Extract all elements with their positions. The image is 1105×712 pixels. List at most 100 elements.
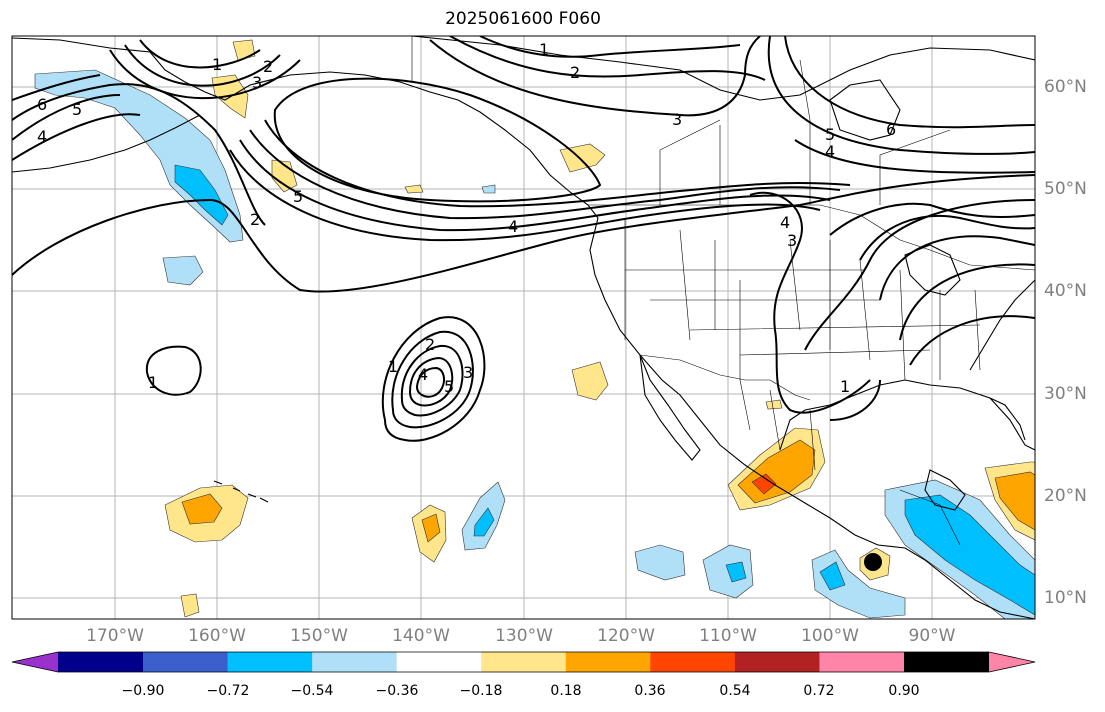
contour-canada-2 <box>449 36 766 81</box>
colorbar-cell <box>227 652 313 672</box>
colorbar-extend-low <box>12 652 58 672</box>
shade-positive-mexico-red <box>751 473 777 495</box>
longitude-label: 140°W <box>392 626 450 646</box>
shade-negative-epac-1 <box>634 544 686 581</box>
political-borders <box>411 36 1035 546</box>
hawaii <box>213 480 269 503</box>
colorbar-tick-label: 0.18 <box>550 683 582 699</box>
aleutians <box>12 114 201 173</box>
contour-north-pacific-loop-3 <box>239 139 831 232</box>
map-frame <box>11 35 1036 620</box>
shade-positive-small <box>180 593 200 618</box>
latitude-label: 50°N <box>1044 179 1087 199</box>
latitude-label: 30°N <box>1044 384 1087 404</box>
colorbar-tick-label: −0.36 <box>375 683 419 699</box>
contour-west-4 <box>12 113 141 161</box>
hudson-bay <box>829 79 901 141</box>
colorbar-cell <box>481 652 567 672</box>
contour-west-1 <box>12 83 266 226</box>
shade-negative-mid-pacific-core <box>473 507 495 537</box>
shade-negative-aleutian <box>34 69 244 243</box>
shade-negative-small-1 <box>162 255 204 286</box>
contour-label: 5 <box>72 100 82 119</box>
contour-plains-4 <box>879 235 1035 301</box>
contour-east-loop-2 <box>829 379 881 421</box>
map-plot-area: 6 5 4 1 2 3 5 2 4 1 2 3 5 4 6 4 3 1 1 1 … <box>12 36 1035 619</box>
colorbar <box>11 651 1036 673</box>
contour-label: 2 <box>570 63 580 82</box>
contour-canada-5 <box>767 36 1035 156</box>
shade-negative-central-america-core <box>904 494 1035 616</box>
colorbar-cell <box>396 652 482 672</box>
contour-label: 3 <box>252 73 262 92</box>
contour-label: 3 <box>463 363 473 382</box>
shade-negative-small-2 <box>481 184 496 194</box>
contour-north-pacific-loop-outer <box>12 174 1035 293</box>
contour-label: 5 <box>444 377 454 396</box>
contour-gulf-upper <box>139 39 261 69</box>
contour-plains-5 <box>899 263 1035 341</box>
shade-positive-caribbean-core <box>994 471 1035 531</box>
contour-north-pacific-loop-4 <box>249 129 841 220</box>
contour-north-pacific-oval <box>273 77 602 203</box>
alaska-coast <box>12 37 599 219</box>
contour-plains-trough <box>749 191 871 414</box>
great-lakes <box>904 244 961 296</box>
contour-label: 2 <box>250 210 260 229</box>
shade-positive-gulf-2 <box>232 39 256 61</box>
canada-province-lines <box>659 59 951 205</box>
contour-gulf-upper-2 <box>124 44 281 87</box>
contour-label: 4 <box>780 213 790 232</box>
shaded-anomalies <box>34 39 1035 619</box>
colorbar-tick-label: −0.18 <box>459 683 503 699</box>
contour-labels: 6 5 4 1 2 3 5 2 4 1 2 3 5 4 6 4 3 1 1 1 … <box>37 40 896 396</box>
shade-positive-texas <box>765 399 783 410</box>
contour-north-pacific-loop-2 <box>229 149 821 242</box>
contour-canada-4 <box>794 139 1035 174</box>
coastlines <box>12 36 1035 619</box>
contour-label: 3 <box>787 231 797 250</box>
storm-center-marker <box>864 553 882 571</box>
contour-label: 1 <box>148 373 158 392</box>
contour-label: 5 <box>293 187 303 206</box>
longitude-label: 160°W <box>188 626 246 646</box>
west-coast <box>589 217 1035 619</box>
colorbar-tick-label: 0.72 <box>803 683 835 699</box>
contour-label: 2 <box>263 57 273 76</box>
us-state-lines <box>624 220 981 381</box>
contour-label: 5 <box>825 125 835 144</box>
contour-west-2 <box>12 74 101 101</box>
contour-label: 1 <box>840 377 850 396</box>
colorbar-cell <box>904 652 990 672</box>
contour-plains-2 <box>829 202 1035 236</box>
longitude-label: 100°W <box>801 626 859 646</box>
contour-label: 1 <box>212 55 222 74</box>
contour-east-loop <box>804 199 1035 351</box>
colorbar-tick-label: −0.54 <box>290 683 334 699</box>
contours <box>12 36 1035 442</box>
baja <box>639 354 701 461</box>
contour-label: 4 <box>418 365 428 384</box>
contour-low-1 <box>381 316 486 442</box>
contour-label: 1 <box>539 40 549 59</box>
contour-plains-3 <box>859 214 1035 261</box>
contour-canada-3 <box>429 36 761 117</box>
contour-gulf-upper-3 <box>109 49 301 100</box>
contour-label: 3 <box>672 110 682 129</box>
contour-label: 4 <box>37 127 47 146</box>
shade-negative-aleutian-core <box>174 164 229 226</box>
longitude-label: 150°W <box>290 626 348 646</box>
longitude-label: 110°W <box>699 626 757 646</box>
contour-canada-1 <box>479 36 741 58</box>
colorbar-extend-high <box>989 652 1035 672</box>
florida <box>989 397 1026 441</box>
longitude-label: 170°W <box>86 626 144 646</box>
colorbar-tick-label: 0.54 <box>719 683 751 699</box>
contour-label: 1 <box>388 357 398 376</box>
contour-canada-6 <box>784 36 1035 129</box>
contour-label: 2 <box>425 335 435 354</box>
colorbar-cell <box>734 652 820 672</box>
colorbar-cell <box>565 652 651 672</box>
shade-positive-offshore <box>571 361 609 401</box>
